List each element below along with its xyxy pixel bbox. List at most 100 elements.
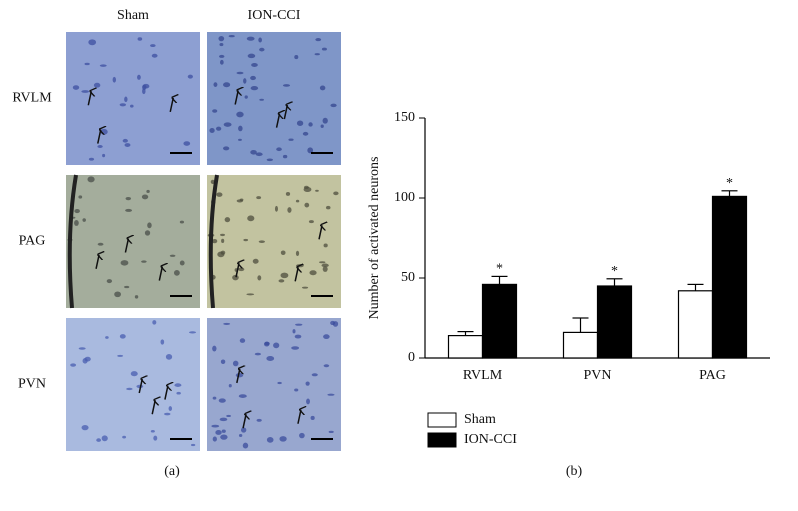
cell: [224, 217, 231, 223]
legend-label: ION-CCI: [464, 432, 517, 447]
cell: [256, 418, 262, 422]
cell: [311, 373, 318, 377]
cell: [274, 205, 278, 212]
cell: [78, 347, 86, 350]
cell: [88, 157, 95, 161]
cell: [315, 38, 322, 42]
cell: [221, 238, 225, 243]
cell: [84, 356, 91, 362]
arrow: [95, 255, 99, 269]
cell: [217, 251, 225, 258]
cell: [250, 150, 257, 155]
cell: [221, 429, 226, 433]
cell: [294, 55, 299, 60]
cell: [187, 74, 193, 79]
cell: [295, 250, 300, 256]
cell: [232, 274, 239, 281]
cell: [302, 131, 309, 136]
cell: [223, 322, 231, 325]
row-label: PVN: [18, 377, 46, 392]
cell: [106, 279, 113, 284]
cell: [212, 396, 217, 400]
arrow: [318, 225, 322, 240]
cell: [243, 78, 247, 84]
cell: [81, 425, 89, 431]
cell: [321, 47, 327, 51]
cell: [332, 321, 339, 327]
arrow: [242, 414, 246, 429]
cell: [238, 267, 245, 272]
cell: [93, 82, 101, 88]
cell: [258, 240, 265, 243]
cell: [325, 205, 331, 210]
cell: [218, 35, 225, 42]
cell: [82, 218, 86, 222]
y-tick-label: 100: [394, 190, 415, 205]
cell: [97, 145, 103, 148]
y-axis-label: Number of activated neurons: [367, 157, 382, 320]
cell: [232, 360, 239, 367]
row-label: RVLM: [12, 91, 52, 106]
cell: [218, 398, 226, 403]
cell: [209, 128, 215, 134]
cell: [295, 323, 303, 326]
cell: [212, 345, 217, 352]
cell: [102, 153, 106, 158]
bar: [677, 290, 714, 359]
panel-label: (b): [566, 464, 583, 479]
cell: [97, 242, 104, 246]
cell: [242, 442, 249, 449]
cell: [212, 436, 217, 442]
cell: [100, 128, 108, 135]
cell: [238, 394, 247, 398]
cell: [179, 260, 185, 266]
cell: [78, 195, 83, 199]
cell: [259, 47, 265, 52]
row-label: PAG: [19, 234, 46, 249]
y-tick-label: 50: [401, 270, 415, 285]
cell: [304, 202, 310, 208]
cell: [296, 264, 304, 268]
micrograph: [207, 318, 341, 451]
cell: [322, 266, 328, 272]
cell: [323, 243, 328, 248]
cell: [292, 329, 296, 334]
cell: [238, 138, 242, 141]
cell: [220, 359, 226, 364]
cell: [124, 285, 130, 289]
cell: [223, 82, 231, 88]
cell: [179, 220, 185, 224]
cell: [150, 44, 156, 48]
cell: [257, 275, 262, 281]
bar: [711, 195, 748, 359]
cell: [152, 320, 157, 325]
cell: [276, 147, 282, 152]
cell: [124, 143, 131, 147]
legend-label: Sham: [464, 412, 496, 427]
cell: [176, 391, 181, 395]
cell: [255, 152, 263, 157]
cell: [250, 86, 259, 91]
cell: [247, 53, 256, 59]
cell: [137, 37, 143, 41]
cell: [142, 88, 146, 95]
cell: [96, 438, 102, 442]
cell: [303, 186, 312, 193]
micrograph: [207, 32, 341, 165]
cell: [117, 354, 124, 357]
cell: [247, 215, 255, 222]
cell: [81, 90, 90, 93]
y-tick-label: 150: [394, 110, 415, 125]
cell: [211, 424, 220, 428]
cell: [213, 82, 218, 87]
tissue-edge: [67, 174, 78, 309]
cell: [125, 196, 132, 201]
y-tick-label: 0: [408, 350, 415, 365]
cell: [228, 384, 232, 388]
cell: [318, 261, 326, 264]
cell: [314, 53, 320, 56]
bar: [481, 283, 518, 359]
cell: [120, 260, 129, 266]
cell: [287, 207, 292, 213]
arrow: [87, 91, 91, 106]
